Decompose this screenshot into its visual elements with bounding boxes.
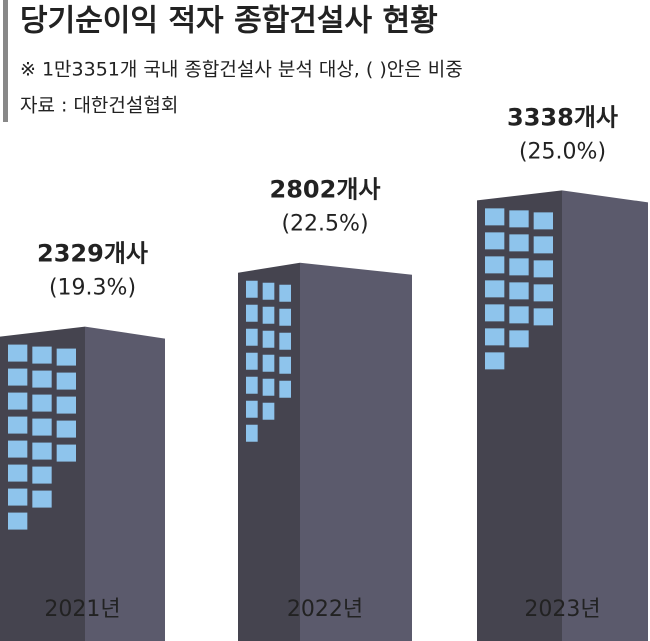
window (279, 284, 291, 302)
window (32, 466, 52, 484)
window (262, 306, 275, 324)
window (533, 236, 553, 254)
window (485, 280, 505, 298)
window (279, 308, 291, 326)
window (262, 402, 275, 420)
window (246, 352, 258, 370)
source: 자료 : 대한건설협회 (20, 95, 178, 117)
window (32, 394, 52, 412)
note: ※ 1만3351개 국내 종합건설사 분석 대상, ( )안은 비중 (20, 59, 463, 81)
value-label: 3338개사 (507, 103, 618, 131)
window (246, 376, 258, 394)
window (246, 280, 258, 298)
window (533, 284, 553, 302)
window (56, 420, 76, 438)
window (56, 396, 76, 414)
window (56, 372, 76, 390)
accent-bar (3, 0, 8, 122)
window (485, 256, 505, 274)
window (32, 418, 52, 436)
window (246, 400, 258, 418)
window (509, 210, 529, 228)
window (8, 512, 28, 530)
window (8, 392, 28, 410)
window (32, 370, 52, 388)
window (485, 232, 505, 250)
window (279, 356, 291, 374)
window (8, 416, 28, 434)
window (509, 330, 529, 348)
value-label: 2802개사 (270, 176, 381, 204)
window (56, 348, 76, 366)
window (533, 260, 553, 278)
window (262, 354, 275, 372)
building (477, 190, 562, 641)
window (279, 380, 291, 398)
window (509, 306, 529, 324)
window (262, 330, 275, 348)
window (509, 282, 529, 300)
window (8, 344, 28, 362)
window (246, 328, 258, 346)
window (262, 378, 275, 396)
x-tick-label: 2023년 (524, 597, 600, 622)
window (509, 258, 529, 276)
value-label: 2329개사 (37, 240, 148, 268)
window (485, 304, 505, 322)
x-tick-label: 2022년 (287, 597, 363, 622)
building-side (85, 326, 165, 641)
window (533, 308, 553, 326)
window (8, 368, 28, 386)
window (485, 328, 505, 346)
window (262, 282, 275, 300)
window (8, 488, 28, 506)
share-label: (19.3%) (49, 276, 136, 301)
window (246, 424, 258, 442)
window (485, 208, 505, 226)
window (32, 442, 52, 460)
building-side (562, 190, 648, 641)
share-label: (25.0%) (519, 139, 606, 164)
window (485, 352, 505, 370)
window (246, 304, 258, 322)
window (8, 464, 28, 482)
window (279, 332, 291, 350)
x-tick-label: 2021년 (44, 597, 120, 622)
building-side (300, 262, 412, 641)
window (56, 444, 76, 462)
chart-title: 당기순이익 적자 종합건설사 현황 (20, 4, 438, 39)
window (509, 234, 529, 252)
window (8, 440, 28, 458)
window (32, 490, 52, 508)
window (32, 346, 52, 364)
window (533, 212, 553, 230)
share-label: (22.5%) (281, 212, 368, 237)
